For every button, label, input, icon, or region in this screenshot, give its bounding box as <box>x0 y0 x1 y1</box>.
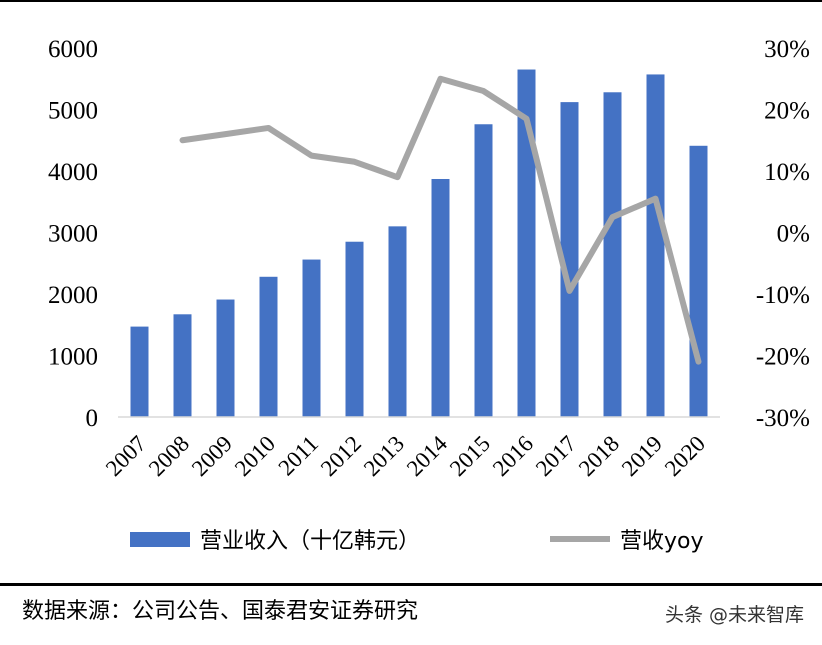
bar-2018 <box>603 92 622 417</box>
legend-swatch-bar <box>130 532 190 547</box>
x-tick-label: 2019 <box>617 431 667 481</box>
bar-2019 <box>646 74 665 417</box>
bar-2010 <box>259 276 278 417</box>
bar-2012 <box>345 241 364 417</box>
bar-2015 <box>474 124 493 417</box>
bar-2009 <box>216 299 235 417</box>
x-tick-label: 2007 <box>101 431 151 481</box>
bar-series <box>130 69 708 418</box>
left-tick-label: 2000 <box>48 282 98 309</box>
left-axis-ticks: 0 1000 2000 3000 4000 5000 6000 <box>48 36 98 432</box>
x-tick-label: 2014 <box>402 431 453 482</box>
bar-2008 <box>173 314 192 417</box>
left-tick-label: 1000 <box>48 344 98 371</box>
x-tick-label: 2008 <box>144 431 194 481</box>
right-tick-label: -10% <box>756 282 810 309</box>
left-tick-label: 4000 <box>48 159 98 186</box>
bar-line-chart: 0 1000 2000 3000 4000 5000 6000 -30% -20% -10% 0%… <box>48 36 810 554</box>
bar-2011 <box>302 259 321 417</box>
left-tick-label: 6000 <box>48 36 98 63</box>
line-series <box>179 75 702 365</box>
x-tick-label: 2016 <box>488 431 538 481</box>
right-tick-label: -20% <box>756 344 810 371</box>
left-tick-label: 5000 <box>48 98 98 125</box>
x-tick-label: 2012 <box>316 431 366 481</box>
x-tick-label: 2017 <box>531 431 581 481</box>
right-tick-label: 30% <box>764 36 810 63</box>
bar-2017 <box>560 102 579 418</box>
x-tick-label: 2009 <box>187 431 237 481</box>
bar-2013 <box>388 226 407 417</box>
right-axis-ticks: -30% -20% -10% 0% 10% 20% 30% <box>756 36 810 432</box>
bar-2016 <box>517 69 536 418</box>
legend: 营业收入（十亿韩元） 营收yoy <box>130 529 704 554</box>
bar-2007 <box>130 326 149 417</box>
top-rule <box>0 0 822 2</box>
right-tick-label: 20% <box>764 98 810 125</box>
right-tick-label: 10% <box>764 159 810 186</box>
x-tick-label: 2015 <box>445 431 495 481</box>
x-tick-label: 2011 <box>273 431 323 481</box>
source-note: 数据来源：公司公告、国泰君安证券研究 <box>22 599 419 624</box>
bottom-rule <box>0 583 822 586</box>
left-tick-label: 0 <box>86 405 99 432</box>
yoy-line <box>179 75 702 365</box>
bar-2014 <box>431 178 450 417</box>
x-tick-label: 2020 <box>660 431 710 481</box>
x-tick-label: 2013 <box>359 431 409 481</box>
right-tick-label: -30% <box>756 405 810 432</box>
x-tick-label: 2018 <box>574 431 624 481</box>
legend-label-line: 营收yoy <box>620 529 704 554</box>
x-axis-ticks: 2007200820092010201120122013201420152016… <box>101 431 710 482</box>
watermark: 头条 @未来智库 <box>664 604 804 626</box>
legend-label-bar: 营业收入（十亿韩元） <box>200 529 420 554</box>
bar-2020 <box>689 145 708 417</box>
left-tick-label: 3000 <box>48 221 98 248</box>
x-tick-label: 2010 <box>230 431 280 481</box>
right-tick-label: 0% <box>777 221 810 248</box>
